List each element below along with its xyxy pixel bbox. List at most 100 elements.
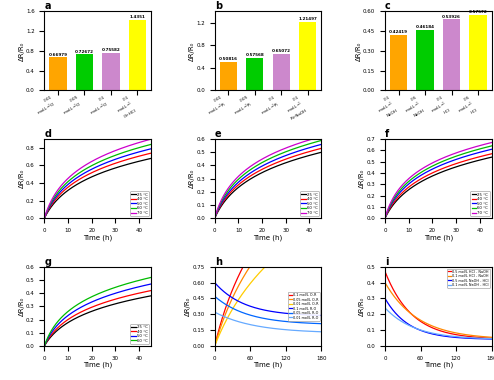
- 0.05 mol/L O-R: [212, 344, 218, 348]
- 25 °C: [122, 163, 127, 168]
- Y-axis label: ΔR/R₀: ΔR/R₀: [359, 169, 365, 188]
- Line: 50 °C: 50 °C: [215, 144, 321, 218]
- 25 °C: [239, 182, 245, 187]
- 60 °C: [89, 163, 95, 168]
- 25 °C: [430, 173, 436, 178]
- 0.05 mol/L R-O: [239, 310, 245, 315]
- 50 °C: [382, 216, 388, 220]
- 0.05 mol/L O-R: [275, 230, 281, 234]
- 25 °C: [104, 304, 110, 309]
- X-axis label: Time (h): Time (h): [253, 362, 283, 369]
- 0.1 mol/L R-O: [283, 311, 289, 316]
- 40 °C: [410, 182, 415, 187]
- 50 °C: [60, 317, 66, 321]
- Line: 40 °C: 40 °C: [215, 148, 321, 218]
- 40 °C: [283, 157, 289, 162]
- 40 °C: [318, 146, 324, 150]
- 50 °C: [401, 186, 407, 190]
- Y-axis label: ΔR/R₀: ΔR/R₀: [189, 41, 195, 60]
- 0.1 mol/L R-O: [212, 280, 218, 285]
- 0.1 mol/L O-R: [318, 172, 324, 177]
- 0.01 mol/L O-R: [292, 238, 298, 243]
- 50 °C: [89, 299, 95, 304]
- Text: i: i: [385, 257, 389, 267]
- 0.1 mol/L O-R: [283, 204, 289, 209]
- 40 °C: [113, 297, 119, 301]
- Line: 0.1 mol/L HCl - NaOH: 0.1 mol/L HCl - NaOH: [385, 283, 492, 337]
- Bar: [273, 54, 290, 90]
- Text: 0.57572: 0.57572: [469, 10, 488, 14]
- Text: 1.4351: 1.4351: [129, 15, 145, 19]
- 50 °C: [283, 153, 289, 158]
- Y-axis label: ΔR/R₀: ΔR/R₀: [189, 169, 195, 188]
- 60 °C: [318, 138, 324, 143]
- 25 °C: [445, 168, 451, 172]
- 0.1 mol/L R-O: [275, 310, 281, 315]
- Line: 70 °C: 70 °C: [215, 136, 321, 218]
- Text: 0.42419: 0.42419: [389, 30, 408, 34]
- Text: 0.65072: 0.65072: [272, 49, 291, 53]
- Y-axis label: ΔR/R₀: ΔR/R₀: [185, 297, 191, 316]
- 60 °C: [104, 156, 110, 161]
- 40 °C: [148, 151, 154, 155]
- 50 °C: [445, 160, 451, 165]
- 60 °C: [104, 288, 110, 293]
- Line: 25 °C: 25 °C: [385, 157, 492, 218]
- 25 °C: [69, 318, 75, 323]
- Text: f: f: [385, 129, 389, 139]
- Bar: [299, 22, 316, 90]
- Legend: 25 °C, 40 °C, 50 °C, 60 °C, 70 °C: 25 °C, 40 °C, 50 °C, 60 °C, 70 °C: [470, 192, 490, 216]
- 0.1 mol/L HCl - NaOH: [430, 324, 436, 329]
- 25 °C: [60, 192, 66, 196]
- 0.01 mol/L O-R: [239, 292, 245, 296]
- Text: b: b: [215, 2, 222, 11]
- Line: 60 °C: 60 °C: [215, 141, 321, 218]
- 70 °C: [113, 148, 119, 153]
- 0.01 mol/L O-R: [260, 267, 266, 271]
- 0.01 mol/L O-R: [283, 245, 289, 250]
- 60 °C: [122, 150, 127, 154]
- X-axis label: Time (h): Time (h): [83, 362, 112, 369]
- 0.1 mol/L R-O: [318, 313, 324, 318]
- Line: 0.05 mol/L O-R: 0.05 mol/L O-R: [215, 194, 321, 346]
- 50 °C: [231, 185, 237, 189]
- 0.5 mol/L NaOH - HCl: [462, 336, 468, 340]
- 40 °C: [382, 216, 388, 220]
- Line: 0.1 mol/L R-O: 0.1 mol/L R-O: [215, 283, 321, 315]
- 70 °C: [104, 152, 110, 156]
- Line: 60 °C: 60 °C: [44, 144, 151, 218]
- 50 °C: [148, 147, 154, 151]
- X-axis label: Time (h): Time (h): [424, 362, 453, 369]
- 50 °C: [489, 147, 494, 152]
- 0.5 mol/L NaOH - HCl: [401, 319, 407, 323]
- 0.1 mol/L HCl - NaOH: [462, 332, 468, 337]
- 0.1 mol/L NaOH - HCl: [462, 335, 468, 340]
- 0.1 mol/L R-O: [292, 312, 298, 317]
- 0.01 mol/L R-O: [292, 328, 298, 333]
- 40 °C: [401, 189, 407, 193]
- 60 °C: [148, 275, 154, 280]
- 40 °C: [60, 189, 66, 193]
- Y-axis label: ΔR/R₀: ΔR/R₀: [356, 41, 362, 60]
- 0.5 mol/L NaOH - HCl: [410, 324, 415, 329]
- Line: 0.01 mol/L R-O: 0.01 mol/L R-O: [215, 312, 321, 332]
- 40 °C: [41, 216, 47, 220]
- 40 °C: [292, 154, 298, 158]
- 25 °C: [89, 309, 95, 313]
- 60 °C: [283, 149, 289, 154]
- 0.01 mol/L R-O: [275, 327, 281, 331]
- 40 °C: [430, 170, 436, 175]
- 60 °C: [275, 153, 281, 157]
- 40 °C: [453, 162, 459, 166]
- 0.1 mol/L HCl - NaOH: [453, 331, 459, 335]
- 70 °C: [283, 146, 289, 150]
- Line: 60 °C: 60 °C: [44, 277, 151, 346]
- Text: 0.75582: 0.75582: [102, 48, 121, 52]
- 60 °C: [122, 282, 127, 287]
- 0.05 mol/L O-R: [292, 213, 298, 217]
- Text: 1.21497: 1.21497: [298, 17, 317, 21]
- 0.5 mol/L NaOH - HCl: [430, 332, 436, 336]
- 0.5 mol/L HCl - NaOH: [445, 331, 451, 335]
- 70 °C: [148, 137, 154, 141]
- 70 °C: [60, 181, 66, 185]
